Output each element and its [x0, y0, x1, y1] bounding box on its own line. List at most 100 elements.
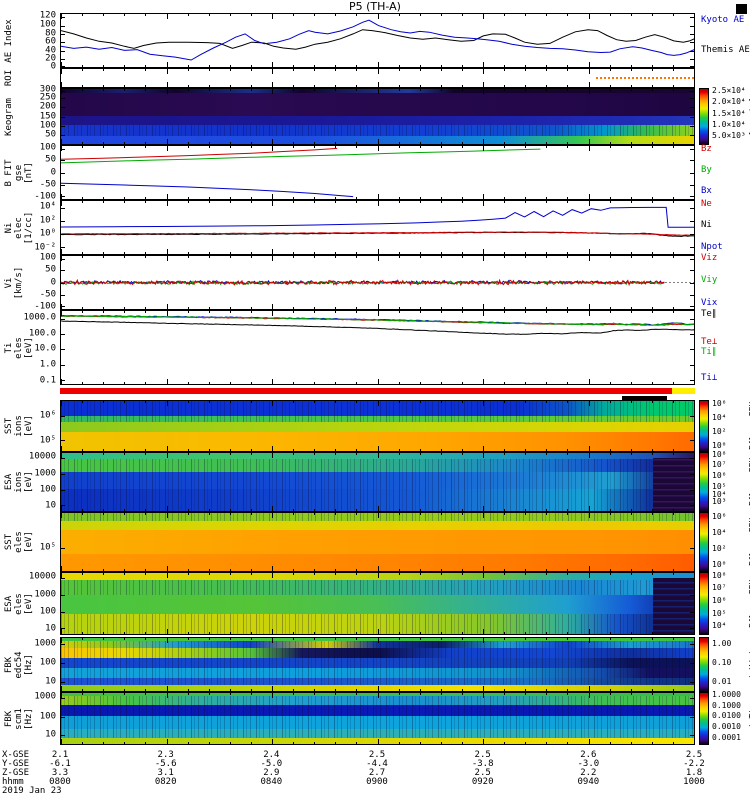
x-tick	[61, 146, 62, 151]
x-tick	[166, 256, 168, 261]
x-tick	[567, 693, 569, 695]
y-tick	[690, 207, 694, 209]
y-tick-label: 10⁶	[39, 410, 56, 421]
x-tick	[483, 379, 484, 384]
slow-survey-bar	[672, 388, 695, 394]
x-tick	[187, 14, 189, 16]
x-tick	[166, 249, 168, 254]
x-tick	[356, 142, 358, 144]
x-tick	[672, 311, 674, 313]
panel-esa-ions	[60, 452, 695, 512]
y-tick	[61, 663, 65, 665]
x-tick	[250, 69, 252, 71]
x-tick	[124, 146, 126, 148]
x-tick	[461, 142, 463, 144]
y-tick	[690, 644, 694, 646]
y-tick	[61, 318, 65, 320]
x-tick	[461, 307, 463, 309]
x-tick	[483, 249, 484, 254]
x-tick	[314, 638, 316, 640]
x-tick	[124, 252, 126, 254]
x-tick	[250, 311, 252, 313]
x-tick	[314, 632, 316, 634]
y-tick-label: 10⁻²	[34, 242, 56, 253]
y-tick-label: 40	[45, 45, 56, 56]
x-tick	[440, 142, 442, 144]
y-tick	[61, 172, 65, 174]
y-tick	[690, 66, 694, 67]
y-tick	[690, 318, 694, 320]
colorbar-tick-label: 10⁵	[712, 481, 727, 491]
x-tick	[694, 638, 695, 643]
x-tick	[187, 142, 189, 144]
x-tick	[651, 632, 653, 634]
x-tick	[483, 194, 484, 199]
axis-value: 2.2	[580, 768, 597, 778]
legend-label-ThemisAE: Themis AE	[701, 45, 750, 56]
x-tick	[61, 513, 62, 518]
x-tick	[229, 65, 231, 67]
x-tick	[651, 573, 653, 575]
x-tick	[398, 197, 400, 199]
x-tick	[61, 446, 62, 451]
y-tick-label: 10⁵	[39, 435, 56, 446]
y-tick-label: 1.0	[39, 359, 56, 370]
x-tick	[630, 449, 632, 451]
colorbar-tick-label: 2.0×10⁴	[712, 97, 746, 107]
x-tick	[82, 307, 84, 309]
y-tick	[61, 577, 65, 579]
x-tick	[546, 14, 548, 16]
y-tick	[690, 717, 694, 718]
colorbar-tick-label: 1.0000	[712, 690, 741, 700]
y-tick	[61, 258, 65, 260]
x-tick	[588, 629, 590, 634]
x-tick	[293, 69, 295, 71]
x-tick	[567, 632, 569, 634]
x-tick	[419, 69, 421, 71]
x-tick	[672, 513, 674, 515]
x-tick	[651, 146, 653, 148]
x-tick	[229, 569, 231, 571]
x-tick	[187, 201, 189, 203]
legend-label-Ni: Ni	[701, 220, 712, 231]
x-tick	[314, 453, 316, 455]
x-tick	[82, 742, 84, 744]
x-tick	[250, 632, 252, 634]
x-tick	[694, 304, 695, 309]
x-tick	[187, 509, 189, 511]
panel-fbk-scm	[60, 692, 695, 745]
x-tick	[630, 307, 632, 309]
x-tick	[461, 69, 463, 71]
x-tick	[145, 509, 147, 511]
axis-value: 3.3	[51, 768, 69, 778]
axis-value: -5.6	[154, 759, 177, 769]
x-tick	[103, 449, 105, 451]
x-tick	[694, 256, 695, 261]
x-tick	[588, 453, 590, 458]
y-tick-label: 0.1	[39, 375, 56, 386]
x-tick	[461, 89, 463, 91]
x-tick	[82, 69, 84, 71]
x-tick	[672, 632, 674, 634]
x-tick	[187, 638, 189, 640]
x-tick	[166, 82, 168, 87]
series-Npot	[61, 206, 694, 228]
x-tick	[272, 194, 273, 199]
x-tick	[145, 638, 147, 640]
x-tick	[229, 693, 231, 695]
y-tick-label: 0	[50, 167, 56, 177]
y-tick	[61, 349, 65, 351]
x-tick	[567, 14, 569, 16]
x-tick	[546, 146, 548, 148]
legend-label-Viz: Viz	[701, 253, 718, 264]
x-tick	[546, 382, 548, 384]
y-tick	[690, 258, 694, 260]
x-tick	[272, 256, 273, 261]
x-tick	[187, 449, 189, 451]
x-tick	[293, 256, 295, 258]
x-tick	[377, 62, 379, 67]
x-tick	[124, 382, 126, 384]
x-tick	[208, 69, 210, 71]
x-tick	[609, 146, 611, 148]
y-tick	[61, 547, 65, 549]
